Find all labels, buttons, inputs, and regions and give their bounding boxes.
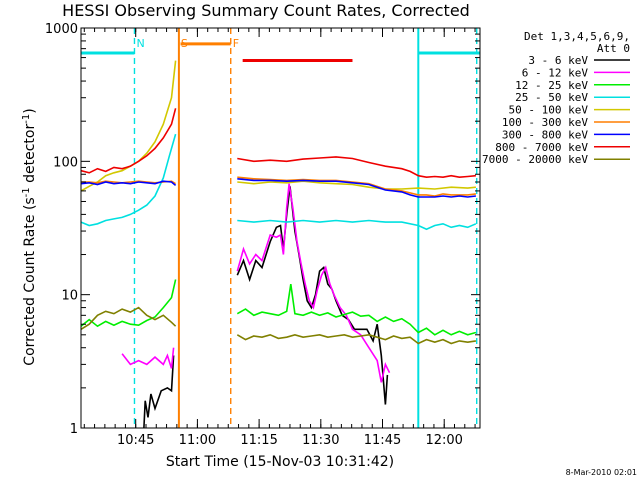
legend-entry-label: 6 - 12 keV (522, 66, 589, 79)
legend-entry-label: 300 - 800 keV (502, 128, 588, 141)
legend-entry-label: 7000 - 20000 keV (482, 153, 588, 166)
legend-entry-label: 100 - 300 keV (502, 116, 588, 129)
series-line (81, 279, 477, 336)
legend-entry-label: 800 - 7000 keV (495, 141, 588, 154)
series-line (81, 133, 477, 231)
event-marker-label: F (233, 37, 239, 50)
x-tick-label: 11:00 (179, 433, 216, 448)
series-line (81, 306, 477, 345)
plot-area: NSF (81, 28, 480, 428)
event-marker-label: N (136, 37, 144, 50)
x-tick-label: 11:15 (240, 433, 277, 448)
legend-entry-label: 50 - 100 keV (509, 104, 589, 117)
y-tick-label: 1000 (45, 22, 78, 37)
y-axis-label-part3: ) (22, 108, 38, 113)
x-tick-label: 11:45 (364, 433, 401, 448)
series-group (81, 60, 477, 428)
plot-frame (80, 27, 481, 429)
y-axis-label: Corrected Count Rate (s-1 detector-1) (21, 108, 38, 365)
y-tick-label: 1 (70, 422, 78, 437)
series-line (81, 178, 476, 198)
date-stamp: 8-Mar-2010 02:01 (566, 468, 637, 477)
y-axis-label-part2: detector (22, 124, 38, 188)
y-tick-label: 10 (61, 289, 78, 304)
x-tick-label: 10:45 (117, 433, 154, 448)
x-tick-label: 11:30 (302, 433, 339, 448)
x-tick-label: 12:00 (425, 433, 462, 448)
y-axis-label-sup1: -1 (21, 187, 32, 197)
legend-header-line: Det 1,3,4,5,6,9, (524, 30, 630, 43)
series-line (143, 186, 389, 428)
legend-entry-label: 12 - 25 keV (515, 79, 588, 92)
series-line (81, 60, 476, 192)
y-axis-label-sup2: -1 (21, 114, 32, 124)
y-axis-label-part1: Corrected Count Rate (s (22, 197, 38, 365)
series-line (81, 108, 476, 179)
legend-entry-label: 25 - 50 keV (515, 91, 588, 104)
legend-entry-label: 3 - 6 keV (528, 54, 588, 67)
y-tick-label: 100 (53, 155, 78, 170)
x-axis-label: Start Time (15-Nov-03 10:31:42) (166, 454, 394, 470)
series-line (121, 183, 391, 383)
axes: 1 10 100 1000 10:45 11:00 11:15 11:30 11:45 12:00 (45, 22, 481, 448)
legend-header-line: Att 0 (597, 42, 630, 55)
chart-title: HESSI Observing Summary Count Rates, Cor… (62, 1, 470, 20)
